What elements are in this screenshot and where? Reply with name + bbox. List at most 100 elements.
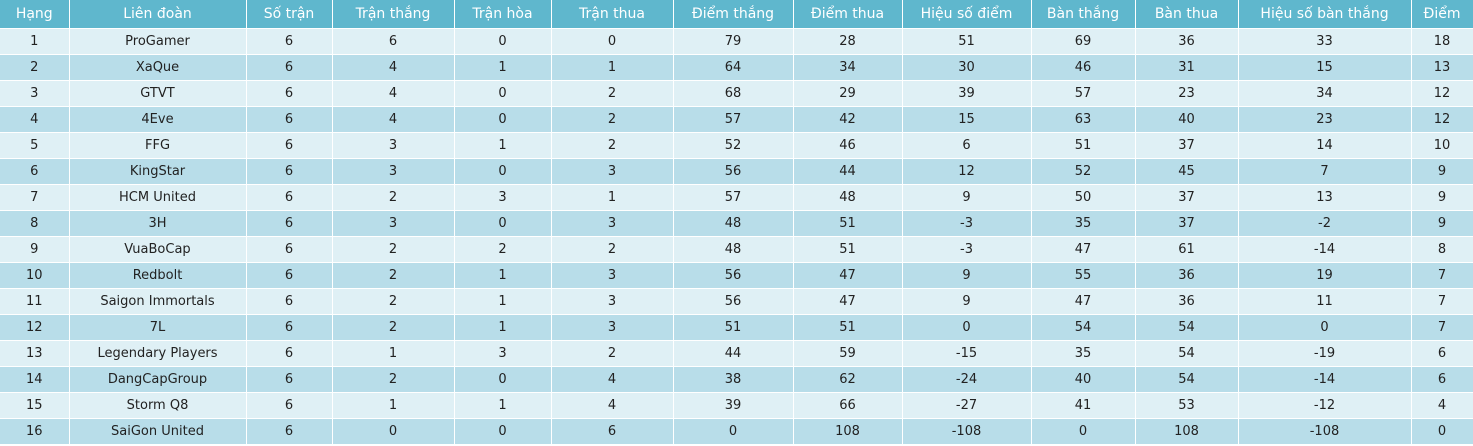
cell-team: Redbolt	[69, 262, 247, 289]
cell-played: 6	[246, 80, 333, 107]
cell-losses: 2	[551, 106, 674, 133]
cell-wins: 4	[332, 106, 455, 133]
cell-played: 6	[246, 132, 333, 159]
cell-points: 6	[1411, 340, 1473, 367]
cell-rank: 5	[0, 132, 70, 159]
cell-losses: 1	[551, 54, 674, 81]
cell-points-for: 64	[673, 54, 794, 81]
cell-draws: 0	[454, 366, 552, 393]
table-row: 15 Storm Q8 6 1 1 4 39 66 -27 41 53 -12 4	[0, 392, 1473, 419]
cell-draws: 2	[454, 236, 552, 263]
cell-goals-against: 37	[1135, 210, 1239, 237]
cell-points-diff: -15	[902, 340, 1032, 367]
cell-goals-for: 35	[1031, 210, 1136, 237]
cell-goals-against: 53	[1135, 392, 1239, 419]
cell-team: 4Eve	[69, 106, 247, 133]
cell-draws: 0	[454, 210, 552, 237]
cell-goals-against: 54	[1135, 314, 1239, 341]
cell-wins: 3	[332, 132, 455, 159]
cell-points: 12	[1411, 80, 1473, 107]
cell-points-against: 108	[793, 418, 903, 445]
cell-goals-for: 46	[1031, 54, 1136, 81]
cell-goal-diff: 23	[1238, 106, 1412, 133]
cell-points-for: 48	[673, 236, 794, 263]
cell-goal-diff: 0	[1238, 314, 1412, 341]
cell-rank: 1	[0, 28, 70, 55]
cell-points-against: 51	[793, 236, 903, 263]
cell-played: 6	[246, 340, 333, 367]
column-header-played: Số trận	[246, 0, 333, 29]
cell-points-diff: -108	[902, 418, 1032, 445]
cell-goal-diff: 14	[1238, 132, 1412, 159]
table-row: 12 7L 6 2 1 3 51 51 0 54 54 0 7	[0, 314, 1473, 341]
cell-draws: 0	[454, 28, 552, 55]
cell-points-for: 44	[673, 340, 794, 367]
cell-team: HCM United	[69, 184, 247, 211]
cell-points-diff: 9	[902, 288, 1032, 315]
cell-team: FFG	[69, 132, 247, 159]
cell-points-for: 57	[673, 184, 794, 211]
cell-goal-diff: -19	[1238, 340, 1412, 367]
column-header-points-diff: Hiệu số điểm	[902, 0, 1032, 29]
cell-rank: 4	[0, 106, 70, 133]
cell-draws: 0	[454, 106, 552, 133]
table-header: Hạng Liên đoàn Số trận Trận thắng Trận hòa Tr…	[0, 0, 1473, 29]
table-row: 11 Saigon Immortals 6 2 1 3 56 47 9 47 36 11 7	[0, 288, 1473, 315]
cell-points-diff: 6	[902, 132, 1032, 159]
cell-points-for: 51	[673, 314, 794, 341]
cell-team: KingStar	[69, 158, 247, 185]
cell-goals-for: 40	[1031, 366, 1136, 393]
table-row: 9 VuaBoCap 6 2 2 2 48 51 -3 47 61 -14 8	[0, 236, 1473, 263]
cell-goals-against: 31	[1135, 54, 1239, 81]
cell-goal-diff: -14	[1238, 366, 1412, 393]
cell-draws: 1	[454, 392, 552, 419]
cell-losses: 2	[551, 236, 674, 263]
cell-wins: 3	[332, 210, 455, 237]
cell-draws: 3	[454, 184, 552, 211]
cell-points: 8	[1411, 236, 1473, 263]
cell-rank: 15	[0, 392, 70, 419]
cell-goals-for: 57	[1031, 80, 1136, 107]
cell-goal-diff: -108	[1238, 418, 1412, 445]
cell-points: 9	[1411, 158, 1473, 185]
cell-points-against: 47	[793, 262, 903, 289]
cell-losses: 2	[551, 132, 674, 159]
cell-goal-diff: 15	[1238, 54, 1412, 81]
table-row: 6 KingStar 6 3 0 3 56 44 12 52 45 7 9	[0, 158, 1473, 185]
cell-played: 6	[246, 158, 333, 185]
cell-goals-against: 37	[1135, 132, 1239, 159]
cell-points-against: 51	[793, 210, 903, 237]
column-header-rank: Hạng	[0, 0, 70, 29]
cell-losses: 1	[551, 184, 674, 211]
cell-team: XaQue	[69, 54, 247, 81]
cell-points: 7	[1411, 262, 1473, 289]
cell-losses: 6	[551, 418, 674, 445]
cell-losses: 3	[551, 158, 674, 185]
cell-wins: 2	[332, 236, 455, 263]
cell-rank: 16	[0, 418, 70, 445]
cell-points-for: 56	[673, 158, 794, 185]
cell-points-for: 56	[673, 288, 794, 315]
cell-goal-diff: 7	[1238, 158, 1412, 185]
cell-goals-for: 54	[1031, 314, 1136, 341]
cell-losses: 4	[551, 392, 674, 419]
table-row: 3 GTVT 6 4 0 2 68 29 39 57 23 34 12	[0, 80, 1473, 107]
cell-wins: 2	[332, 262, 455, 289]
column-header-goal-diff: Hiệu số bàn thắng	[1238, 0, 1412, 29]
cell-played: 6	[246, 54, 333, 81]
cell-played: 6	[246, 262, 333, 289]
cell-points: 13	[1411, 54, 1473, 81]
table-row: 2 XaQue 6 4 1 1 64 34 30 46 31 15 13	[0, 54, 1473, 81]
column-header-draws: Trận hòa	[454, 0, 552, 29]
cell-losses: 3	[551, 288, 674, 315]
cell-points-for: 48	[673, 210, 794, 237]
cell-played: 6	[246, 28, 333, 55]
cell-goals-for: 63	[1031, 106, 1136, 133]
cell-goal-diff: 11	[1238, 288, 1412, 315]
cell-points-for: 56	[673, 262, 794, 289]
cell-points-against: 66	[793, 392, 903, 419]
cell-team: Storm Q8	[69, 392, 247, 419]
cell-rank: 3	[0, 80, 70, 107]
cell-losses: 2	[551, 340, 674, 367]
cell-points-for: 57	[673, 106, 794, 133]
